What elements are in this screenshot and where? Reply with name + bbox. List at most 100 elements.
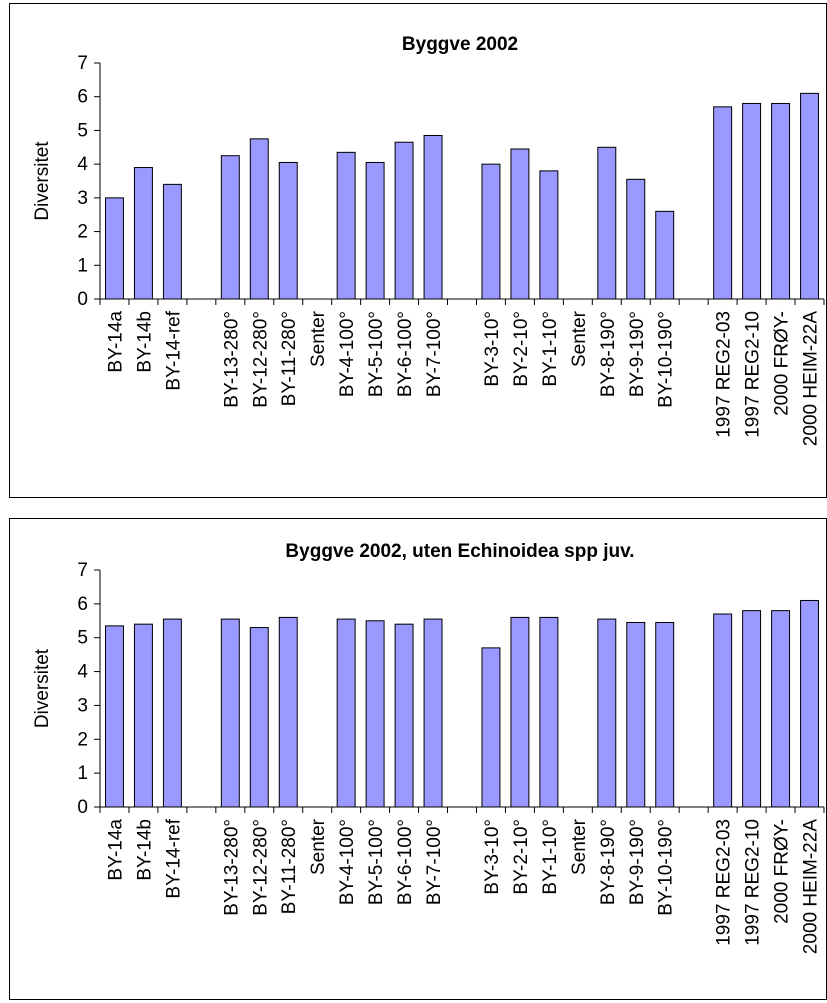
bar-top-1	[133, 167, 153, 300]
x-category-label: BY-13-280°	[221, 311, 242, 408]
y-tick-label: 5	[77, 628, 88, 649]
y-tick-label: 7	[77, 53, 88, 74]
x-category-label: BY-4-100°	[337, 819, 358, 905]
bar-top-10	[394, 141, 414, 300]
x-category-label: BY-3-10°	[482, 311, 503, 387]
x-category-label: BY-7-100°	[424, 311, 445, 397]
bar-top-4	[220, 155, 240, 300]
bar-top-15	[539, 170, 559, 300]
x-category-label: 2000 FRØY-	[772, 819, 793, 924]
y-tick-label: 1	[77, 255, 88, 276]
x-category-label: BY-11-280°	[279, 311, 300, 406]
x-category-label: Senter	[308, 310, 329, 367]
x-category-label: BY-14-ref	[163, 310, 184, 390]
bar-bottom-1	[133, 623, 153, 808]
x-category-label: BY-12-280°	[250, 819, 271, 916]
chart-panel-bottom: Byggve 2002, uten Echinoidea spp juv. Div…	[9, 518, 827, 1000]
y-tick-label: 4	[77, 154, 88, 175]
bar-top-21	[713, 106, 733, 300]
bar-top-18	[626, 178, 646, 300]
y-axis-label: Diversitet	[32, 648, 53, 728]
y-tick-label: 3	[77, 188, 88, 209]
bar-bottom-24	[800, 599, 819, 808]
bar-bottom-18	[626, 621, 646, 808]
bar-bottom-6	[278, 616, 298, 808]
bar-bottom-5	[249, 627, 269, 808]
x-category-label: BY-1-10°	[540, 311, 561, 387]
bar-top-23	[771, 102, 791, 300]
x-category-label: BY-10-190°	[656, 311, 677, 408]
x-category-label: BY-14b	[134, 819, 155, 881]
bar-bottom-8	[336, 618, 356, 808]
x-category-label: BY-8-190°	[598, 819, 619, 905]
x-category-label: BY-4-100°	[337, 311, 358, 397]
x-category-label: BY-14a	[105, 311, 126, 373]
x-category-label: BY-5-100°	[366, 311, 387, 397]
x-category-label: BY-10-190°	[656, 819, 677, 916]
x-category-label: Senter	[569, 310, 590, 367]
y-tick-label: 1	[77, 763, 88, 784]
bar-bottom-17	[597, 618, 617, 808]
y-tick-label: 6	[77, 87, 88, 108]
x-category-label: Senter	[569, 818, 590, 875]
x-category-label: Senter	[308, 818, 329, 875]
bar-top-14	[510, 148, 530, 300]
y-tick-label: 7	[77, 560, 88, 581]
chart-panel-top: Byggve 2002 Diversitet 0 1 2 3 4 5 6 7 BY-14a BY-14…	[9, 3, 827, 498]
bar-bottom-21	[713, 613, 733, 808]
y-tick-label: 0	[77, 289, 88, 310]
bar-bottom-0	[105, 625, 124, 808]
x-category-label: BY-11-280°	[279, 819, 300, 914]
y-tick-label: 5	[77, 120, 88, 141]
chart-bottom-svg: Byggve 2002, uten Echinoidea spp juv. Div…	[32, 541, 825, 955]
x-category-label: BY-6-100°	[395, 311, 416, 397]
x-category-label: BY-2-10°	[511, 819, 532, 895]
x-category-label: 1997 REG2-10	[743, 311, 764, 438]
bar-bottom-19	[655, 621, 675, 808]
x-category-label: BY-14-ref	[163, 818, 184, 898]
x-category-label: 1997 REG2-10	[743, 819, 764, 946]
y-tick-label: 4	[77, 662, 88, 683]
bar-top-5	[249, 138, 269, 300]
bar-top-19	[655, 210, 675, 300]
x-category-label: 1997 REG2-03	[714, 311, 735, 438]
x-category-label: BY-5-100°	[366, 819, 387, 905]
y-tick-label: 6	[77, 594, 88, 615]
bar-top-22	[742, 102, 762, 300]
bar-bottom-14	[510, 616, 530, 808]
x-category-label: BY-7-100°	[424, 819, 445, 905]
x-category-label: BY-2-10°	[511, 311, 532, 387]
x-category-label: 2000 FRØY-	[772, 311, 793, 416]
bar-bottom-11	[423, 618, 443, 808]
x-category-label: BY-1-10°	[540, 819, 561, 895]
bar-bottom-10	[394, 623, 414, 808]
y-axis-label: Diversitet	[32, 141, 53, 221]
x-category-label: BY-8-190°	[598, 311, 619, 397]
bar-top-0	[105, 197, 124, 300]
x-category-label: BY-13-280°	[221, 819, 242, 916]
bar-top-24	[800, 92, 819, 300]
x-category-label: 1997 REG2-03	[714, 819, 735, 946]
y-tick-label: 2	[77, 222, 88, 243]
y-tick-label: 0	[77, 797, 88, 818]
bar-top-2	[162, 183, 182, 300]
bar-top-17	[597, 146, 617, 300]
bar-bottom-13	[481, 647, 501, 808]
bar-bottom-22	[742, 610, 762, 808]
x-category-label: BY-6-100°	[395, 819, 416, 905]
bar-top-8	[336, 151, 356, 300]
x-category-label: BY-9-190°	[627, 311, 648, 397]
bar-top-9	[365, 161, 385, 300]
bar-bottom-9	[365, 620, 385, 808]
x-category-label: BY-3-10°	[482, 819, 503, 895]
chart-title: Byggve 2002	[402, 34, 518, 55]
bar-top-13	[481, 163, 501, 300]
bar-top-11	[423, 134, 443, 300]
chart-top-svg: Byggve 2002 Diversitet 0 1 2 3 4 5 6 7 BY-14a BY-14…	[32, 34, 825, 447]
x-category-label: 2000 HEIM-22A	[801, 819, 822, 955]
bar-bottom-23	[771, 610, 791, 808]
y-tick-label: 3	[77, 695, 88, 716]
bar-bottom-4	[220, 618, 240, 808]
chart-title: Byggve 2002, uten Echinoidea spp juv.	[285, 541, 634, 562]
x-category-label: 2000 HEIM-22A	[801, 311, 822, 447]
